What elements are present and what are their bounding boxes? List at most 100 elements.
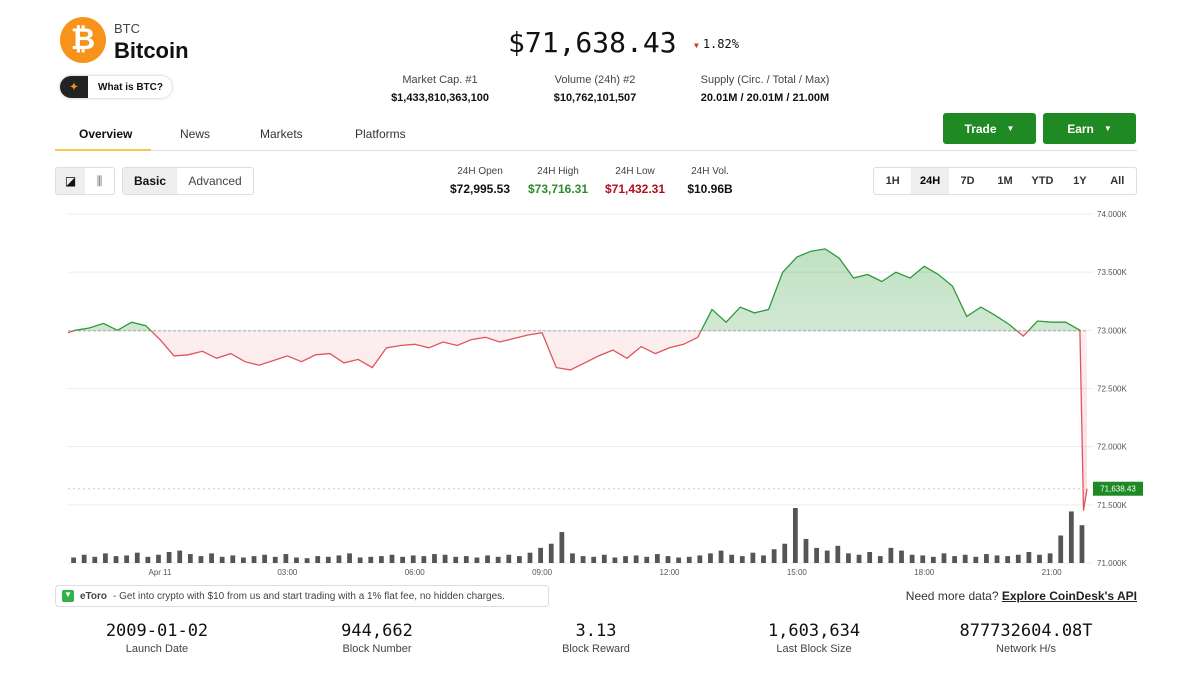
volume-bar [676,557,681,563]
mini-label: 24H Low [615,166,655,177]
tab-markets[interactable]: Markets [260,127,303,141]
timeframe-7d[interactable]: 7D [960,175,975,187]
volume-bar [156,554,161,563]
earn-button[interactable]: Earn ▼ [1043,113,1136,144]
x-tick-label: 12:00 [659,568,680,577]
volume-bar [856,554,862,563]
etoro-promo-banner[interactable]: ▼ eToro - Get into crypto with $10 from us… [55,585,549,607]
volume-bar [612,557,618,563]
volume-bar [442,554,448,563]
promo-brand: eToro [80,590,108,602]
x-tick-label: 15:00 [787,568,808,577]
stat-label: Block Number [342,643,412,655]
price-chart[interactable]: 74.000K 73.500K 73.000K 72.500K 72.000K 71.50… [0,200,1201,585]
volume-bar [548,543,554,563]
x-tick-label: 21:00 [1042,568,1063,577]
volume-bar [177,550,183,563]
timeframe-all[interactable]: All [1110,175,1125,187]
y-tick-label: 72.000K [1097,443,1127,452]
volume-bar [973,556,979,563]
stat-label: Network H/s [996,643,1056,655]
volume-bar [686,556,692,563]
volume-bar [113,556,119,563]
y-tick-label: 71.000K [1097,559,1127,568]
volume-bar [654,554,660,563]
x-tick-label: 06:00 [405,568,426,577]
last-price-label: 71,638.43 [1100,485,1136,494]
api-promo: Need more data? Explore CoinDesk's API [906,589,1137,603]
volume-bar [1026,552,1032,563]
volume-bar [516,556,522,563]
advanced-mode-button[interactable]: Advanced [188,174,242,188]
volume-bar [580,556,586,563]
price-line-down [67,330,1088,511]
stat-value: 3.13 [575,621,617,641]
volume-bar [241,557,246,563]
trade-button[interactable]: Trade ▼ [943,113,1036,144]
tab-overview[interactable]: Overview [79,127,133,141]
y-tick-label: 73.500K [1097,268,1127,277]
volume-bar [251,556,257,563]
y-tick-label: 73.000K [1097,326,1127,335]
candlestick-icon[interactable]: ⫼ [96,173,103,188]
volume-stat: Volume (24h) #2 $10,762,101,507 [525,74,665,104]
timeframe-1y[interactable]: 1Y [1073,175,1087,187]
volume-bar [792,508,798,563]
volume-bar [877,556,883,563]
volume-bar [432,554,437,563]
volume-bar [262,554,268,563]
last-price-tag [1093,481,1143,496]
price-line-up [71,248,1081,331]
last-block-size-stat: 1,603,634 Last Block Size [714,621,914,655]
volume-bar [230,555,236,563]
tab-news[interactable]: News [180,127,211,141]
volume-bar [591,556,597,563]
launch-date-stat: 2009-01-02 Launch Date [57,621,257,655]
tab-platforms[interactable]: Platforms [355,127,406,141]
x-tick-label: 18:00 [914,568,935,577]
volume-bar [952,556,957,563]
stat-value: 944,662 [341,621,413,641]
timeframe-1h[interactable]: 1H [885,175,900,187]
volume-bar [421,556,427,563]
volume-bar [835,545,841,563]
stat-label: Supply (Circ. / Total / Max) [700,74,830,86]
volume-bar [485,555,490,563]
volume-bar [315,556,321,563]
volume-bar [1037,554,1042,563]
volume-bar [474,557,480,563]
current-price: $71,638.43 [508,26,677,59]
volume-bar [325,556,331,563]
timeframe-selector: 1H 24H 7D 1M YTD 1Y All [873,167,1137,195]
volume-bar [198,556,204,563]
stat-label: Launch Date [125,643,189,655]
stat-value: 20.01M / 20.01M / 21.00M [700,92,830,104]
market-cap-stat: Market Cap. #1 $1,433,810,363,100 [360,74,520,104]
volume-bar [962,554,968,563]
volume-bar [1079,525,1085,563]
chart-type-toggle: ◪ ⫼ [55,167,115,195]
api-prefix: Need more data? [905,589,999,603]
timeframe-24h[interactable]: 24H [911,168,949,194]
volume-bar [527,552,533,563]
basic-mode-button[interactable]: Basic [123,168,177,194]
volume-bar [92,556,98,563]
line-chart-icon[interactable]: ◪ [56,168,85,194]
volume-bar [124,555,130,563]
stat-value: 1,603,634 [767,621,861,641]
volume-bar [909,554,915,563]
volume-bar [994,555,1000,563]
what-is-btc-button[interactable]: ✦ What is BTC? [60,76,172,98]
volume-bar [1015,554,1021,563]
volume-bar [697,555,703,563]
volume-bar [559,532,565,563]
volume-bar [283,554,289,563]
explore-api-link[interactable]: Explore CoinDesk's API [1001,589,1137,603]
x-tick-label: 03:00 [277,568,298,577]
volume-bar [708,553,713,563]
timeframe-ytd[interactable]: YTD [1031,175,1054,187]
timeframe-1m[interactable]: 1M [997,175,1013,187]
volume-bar [750,552,756,563]
volume-bar [623,556,628,563]
volume-bar [463,556,469,563]
